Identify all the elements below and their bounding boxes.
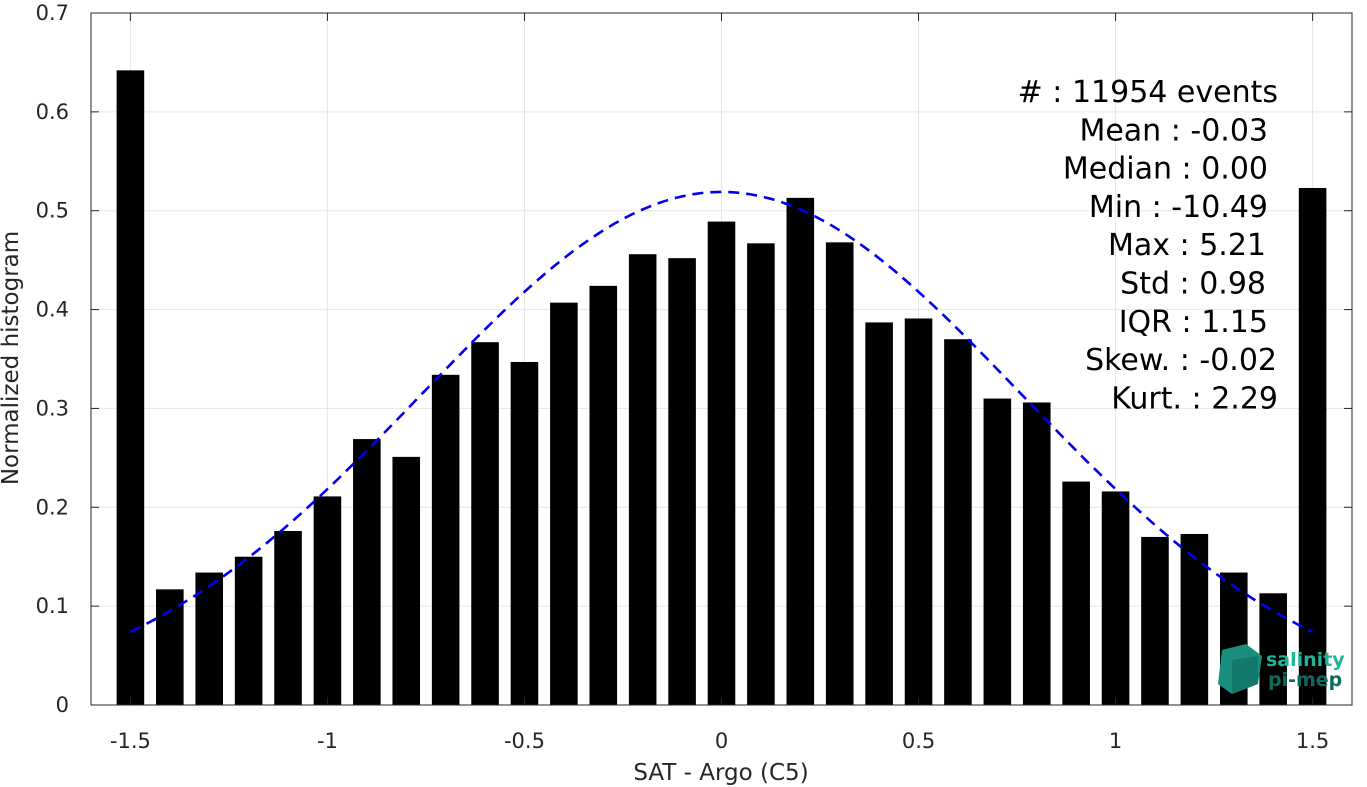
- histogram-bar: [944, 339, 972, 705]
- histogram-bar: [786, 197, 815, 705]
- grid-lines: [91, 12, 1352, 706]
- histogram-bar: [1062, 481, 1090, 705]
- logo-cube-face-icon: [1232, 656, 1258, 694]
- salinity-pimep-logo: salinity pi-mep: [1218, 644, 1345, 694]
- x-tick-label: 0.5: [902, 729, 935, 753]
- y-tick-label: 0.2: [36, 495, 69, 519]
- stat-line: Std : 0.98: [1120, 267, 1266, 302]
- histogram-bar: [1022, 402, 1051, 705]
- histogram-bar: [628, 254, 657, 705]
- histogram-bar: [865, 322, 893, 705]
- x-axis-ticks: -1.5 -1 -0.5 0 0.5 1 1.5: [110, 13, 1329, 753]
- logo-text-salinity: salinity: [1266, 649, 1345, 671]
- y-tick-label: 0: [56, 693, 69, 717]
- y-tick-label: 0.7: [36, 1, 69, 25]
- histogram-bar: [471, 342, 499, 705]
- histogram-bar: [156, 589, 184, 705]
- histogram-bar: [1101, 491, 1130, 705]
- stat-line: IQR : 1.15: [1119, 305, 1268, 340]
- histogram-bar: [431, 374, 460, 705]
- histogram-bar: [825, 242, 854, 705]
- x-tick-label: -1: [317, 729, 338, 753]
- x-tick-label: -1.5: [110, 729, 151, 753]
- histogram-bar: [116, 70, 145, 705]
- y-tick-label: 0.4: [36, 298, 69, 322]
- stat-line: Kurt. : 2.29: [1111, 381, 1278, 416]
- histogram-bar: [234, 556, 263, 705]
- histogram-bar: [510, 361, 539, 705]
- histogram-bar: [707, 221, 736, 706]
- histogram-bar: [668, 258, 696, 705]
- histogram-bar: [392, 456, 421, 705]
- stat-line: # : 11954 events: [1018, 75, 1278, 110]
- y-tick-label: 0.3: [36, 396, 69, 420]
- stat-line: Skew. : -0.02: [1085, 343, 1277, 378]
- histogram-bar: [589, 285, 618, 705]
- y-tick-label: 0.1: [36, 594, 69, 618]
- histogram-bar: [1180, 533, 1209, 705]
- gaussian-fit-curve: [129, 190, 1314, 633]
- x-tick-label: 1: [1109, 729, 1122, 753]
- y-axis-ticks: 0 0.1 0.2 0.3 0.4 0.5 0.6 0.7: [36, 1, 1352, 717]
- stat-line: Mean : -0.03: [1079, 113, 1268, 148]
- histogram-bar: [353, 439, 381, 705]
- x-tick-label: 1.5: [1296, 729, 1329, 753]
- x-tick-label: 0: [715, 729, 728, 753]
- histogram-bar: [1141, 536, 1169, 705]
- histogram-bar: [313, 496, 342, 705]
- bar-series: [116, 70, 1327, 706]
- histogram-bar: [747, 243, 775, 705]
- logo-text-pimep: pi-mep: [1268, 669, 1342, 691]
- histogram-bar: [550, 302, 578, 705]
- histogram-bar: [904, 318, 933, 705]
- stat-line: Max : 5.21: [1108, 228, 1266, 263]
- histogram-bar: [195, 572, 224, 705]
- histogram-bar: [983, 398, 1012, 705]
- x-tick-label: -0.5: [504, 729, 545, 753]
- stat-line: Median : 0.00: [1063, 152, 1268, 187]
- histogram-bar: [1298, 187, 1327, 705]
- y-tick-label: 0.6: [36, 100, 69, 124]
- histogram-bar: [1259, 593, 1287, 705]
- y-axis-title: Normalized histogram: [0, 231, 24, 485]
- x-axis-title: SAT - Argo (C5): [633, 760, 808, 786]
- histogram-bar: [274, 531, 302, 705]
- y-tick-label: 0.5: [36, 199, 69, 223]
- stat-line: Min : -10.49: [1089, 190, 1268, 225]
